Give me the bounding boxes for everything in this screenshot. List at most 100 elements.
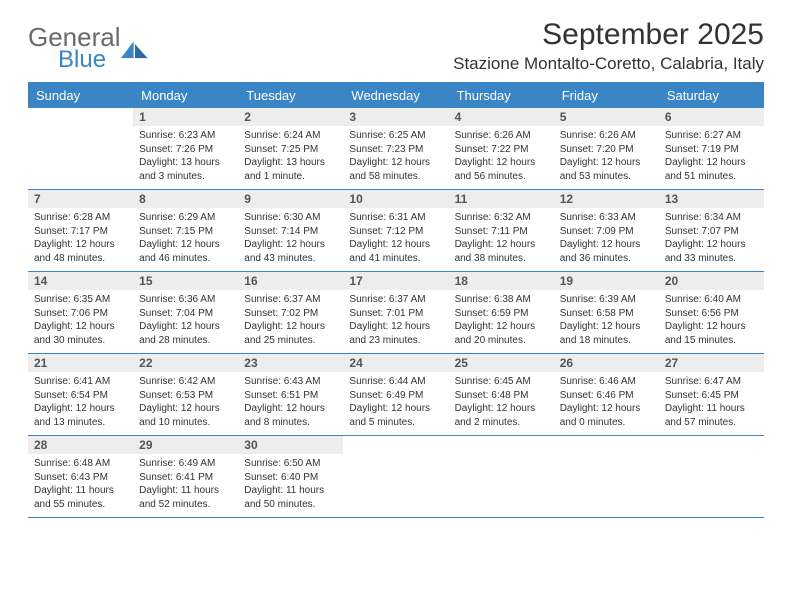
calendar-body: 1Sunrise: 6:23 AMSunset: 7:26 PMDaylight… [28,108,764,518]
col-thursday: Thursday [449,83,554,109]
day-d2: and 50 minutes. [244,498,337,512]
day-ss: Sunset: 7:14 PM [244,225,337,239]
day-details: Sunrise: 6:45 AMSunset: 6:48 PMDaylight:… [449,372,554,435]
day-d1: Daylight: 12 hours [139,320,232,334]
day-sr: Sunrise: 6:24 AM [244,129,337,143]
day-number: 28 [28,436,133,454]
day-details: Sunrise: 6:27 AMSunset: 7:19 PMDaylight:… [659,126,764,189]
day-ss: Sunset: 7:06 PM [34,307,127,321]
col-friday: Friday [554,83,659,109]
day-number: 9 [238,190,343,208]
day-details: Sunrise: 6:32 AMSunset: 7:11 PMDaylight:… [449,208,554,271]
day-d2: and 23 minutes. [349,334,442,348]
day-d1: Daylight: 12 hours [349,320,442,334]
day-d1: Daylight: 12 hours [139,238,232,252]
brand-logo: General Blue [28,24,149,74]
day-sr: Sunrise: 6:45 AM [455,375,548,389]
day-details: Sunrise: 6:33 AMSunset: 7:09 PMDaylight:… [554,208,659,271]
day-ss: Sunset: 7:22 PM [455,143,548,157]
day-details: Sunrise: 6:49 AMSunset: 6:41 PMDaylight:… [133,454,238,517]
day-d2: and 2 minutes. [455,416,548,430]
day-cell [28,108,133,190]
day-d2: and 46 minutes. [139,252,232,266]
day-details: Sunrise: 6:28 AMSunset: 7:17 PMDaylight:… [28,208,133,271]
day-number: 20 [659,272,764,290]
day-details: Sunrise: 6:50 AMSunset: 6:40 PMDaylight:… [238,454,343,517]
day-sr: Sunrise: 6:34 AM [665,211,758,225]
day-cell: 6Sunrise: 6:27 AMSunset: 7:19 PMDaylight… [659,108,764,190]
day-ss: Sunset: 7:19 PM [665,143,758,157]
day-d2: and 33 minutes. [665,252,758,266]
day-sr: Sunrise: 6:38 AM [455,293,548,307]
day-ss: Sunset: 7:07 PM [665,225,758,239]
day-d1: Daylight: 11 hours [244,484,337,498]
day-number: 17 [343,272,448,290]
day-ss: Sunset: 6:53 PM [139,389,232,403]
day-details: Sunrise: 6:26 AMSunset: 7:22 PMDaylight:… [449,126,554,189]
day-sr: Sunrise: 6:40 AM [665,293,758,307]
day-details: Sunrise: 6:24 AMSunset: 7:25 PMDaylight:… [238,126,343,189]
day-d1: Daylight: 12 hours [560,156,653,170]
day-sr: Sunrise: 6:48 AM [34,457,127,471]
day-cell [659,436,764,518]
day-details: Sunrise: 6:40 AMSunset: 6:56 PMDaylight:… [659,290,764,353]
day-number: 25 [449,354,554,372]
day-d2: and 36 minutes. [560,252,653,266]
day-d1: Daylight: 12 hours [244,402,337,416]
day-details: Sunrise: 6:42 AMSunset: 6:53 PMDaylight:… [133,372,238,435]
day-cell: 24Sunrise: 6:44 AMSunset: 6:49 PMDayligh… [343,354,448,436]
day-cell: 14Sunrise: 6:35 AMSunset: 7:06 PMDayligh… [28,272,133,354]
day-sr: Sunrise: 6:37 AM [349,293,442,307]
day-sr: Sunrise: 6:29 AM [139,211,232,225]
day-details: Sunrise: 6:47 AMSunset: 6:45 PMDaylight:… [659,372,764,435]
day-number: 24 [343,354,448,372]
day-number: 3 [343,108,448,126]
day-cell: 7Sunrise: 6:28 AMSunset: 7:17 PMDaylight… [28,190,133,272]
day-sr: Sunrise: 6:41 AM [34,375,127,389]
day-d2: and 48 minutes. [34,252,127,266]
day-d2: and 8 minutes. [244,416,337,430]
day-sr: Sunrise: 6:25 AM [349,129,442,143]
day-sr: Sunrise: 6:42 AM [139,375,232,389]
day-cell [554,436,659,518]
week-row: 21Sunrise: 6:41 AMSunset: 6:54 PMDayligh… [28,354,764,436]
day-d1: Daylight: 11 hours [34,484,127,498]
day-d2: and 20 minutes. [455,334,548,348]
day-ss: Sunset: 7:15 PM [139,225,232,239]
day-ss: Sunset: 6:48 PM [455,389,548,403]
day-d1: Daylight: 12 hours [560,402,653,416]
logo-text-block: General Blue [28,24,121,74]
day-cell: 27Sunrise: 6:47 AMSunset: 6:45 PMDayligh… [659,354,764,436]
day-number: 18 [449,272,554,290]
day-sr: Sunrise: 6:36 AM [139,293,232,307]
day-details: Sunrise: 6:36 AMSunset: 7:04 PMDaylight:… [133,290,238,353]
day-sr: Sunrise: 6:32 AM [455,211,548,225]
day-sr: Sunrise: 6:30 AM [244,211,337,225]
brand-triangle-icon [121,38,149,60]
day-sr: Sunrise: 6:33 AM [560,211,653,225]
day-sr: Sunrise: 6:23 AM [139,129,232,143]
day-details: Sunrise: 6:43 AMSunset: 6:51 PMDaylight:… [238,372,343,435]
day-details: Sunrise: 6:37 AMSunset: 7:01 PMDaylight:… [343,290,448,353]
day-d2: and 43 minutes. [244,252,337,266]
day-sr: Sunrise: 6:28 AM [34,211,127,225]
day-d2: and 55 minutes. [34,498,127,512]
day-details: Sunrise: 6:37 AMSunset: 7:02 PMDaylight:… [238,290,343,353]
day-number: 6 [659,108,764,126]
day-d1: Daylight: 12 hours [455,402,548,416]
page-header: General Blue September 2025 Stazione Mon… [28,18,764,74]
day-cell: 19Sunrise: 6:39 AMSunset: 6:58 PMDayligh… [554,272,659,354]
day-cell: 28Sunrise: 6:48 AMSunset: 6:43 PMDayligh… [28,436,133,518]
day-details: Sunrise: 6:44 AMSunset: 6:49 PMDaylight:… [343,372,448,435]
day-cell: 16Sunrise: 6:37 AMSunset: 7:02 PMDayligh… [238,272,343,354]
day-cell: 17Sunrise: 6:37 AMSunset: 7:01 PMDayligh… [343,272,448,354]
day-cell: 3Sunrise: 6:25 AMSunset: 7:23 PMDaylight… [343,108,448,190]
day-d2: and 18 minutes. [560,334,653,348]
day-cell: 8Sunrise: 6:29 AMSunset: 7:15 PMDaylight… [133,190,238,272]
day-ss: Sunset: 7:11 PM [455,225,548,239]
day-number: 21 [28,354,133,372]
day-d2: and 3 minutes. [139,170,232,184]
day-details: Sunrise: 6:35 AMSunset: 7:06 PMDaylight:… [28,290,133,353]
day-d2: and 58 minutes. [349,170,442,184]
day-ss: Sunset: 7:09 PM [560,225,653,239]
